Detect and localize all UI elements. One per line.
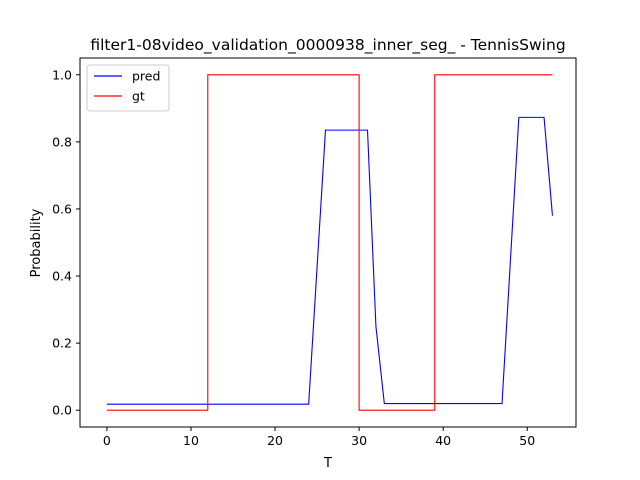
y-axis-label: Probability [29, 208, 44, 277]
x-tick-label: 30 [351, 433, 367, 448]
series-line-gt [106, 74, 553, 411]
y-tick-label: 0.4 [52, 269, 72, 284]
plot-frame [79, 57, 577, 428]
y-tick-label: 0.0 [52, 403, 72, 418]
y-axis-ticks: 0.0 0.2 0.4 0.6 0.8 1.0 [52, 67, 80, 418]
y-tick-label: 0.8 [52, 134, 72, 149]
legend-label-pred: pred [132, 69, 160, 84]
y-tick-label: 0.6 [52, 201, 72, 216]
y-tick-label: 0.2 [52, 336, 72, 351]
x-axis-ticks: 0 10 20 30 40 50 [103, 427, 535, 448]
y-tick-label: 1.0 [52, 67, 72, 82]
x-axis-label: T [323, 456, 332, 471]
chart-title: filter1-08video_validation_0000938_inner… [90, 36, 565, 55]
legend: pred gt [86, 64, 170, 112]
x-tick-label: 20 [267, 433, 283, 448]
plot-area [80, 58, 576, 427]
x-tick-label: 0 [103, 433, 111, 448]
x-tick-label: 50 [519, 433, 535, 448]
x-tick-label: 40 [435, 433, 451, 448]
legend-label-gt: gt [132, 89, 145, 104]
series-layer [106, 74, 554, 411]
series-line-pred [106, 116, 554, 405]
x-tick-label: 10 [183, 433, 199, 448]
